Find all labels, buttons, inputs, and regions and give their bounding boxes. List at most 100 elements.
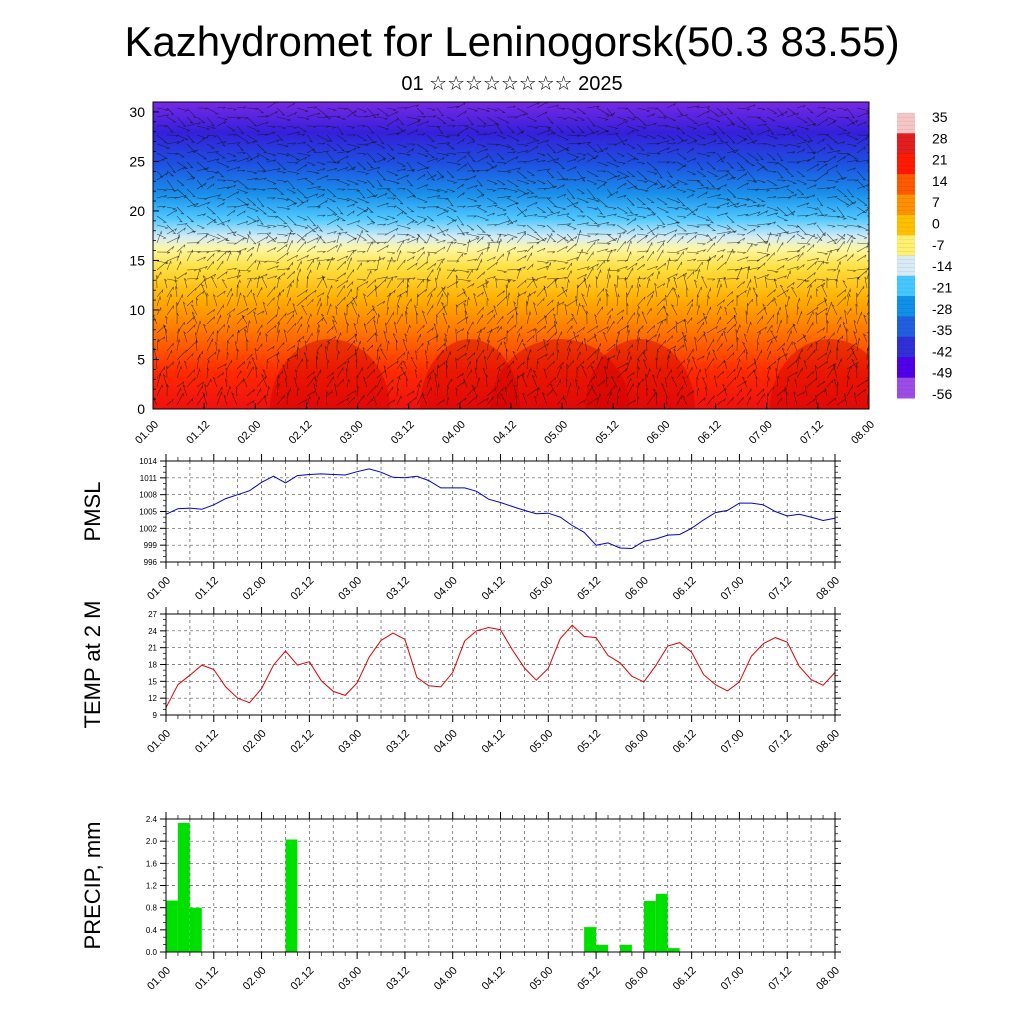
wind-barb: [376, 377, 382, 388]
wind-barb: [826, 206, 836, 212]
wind-barb: [376, 348, 380, 361]
precip-bar: [584, 927, 596, 952]
wind-barb: [656, 339, 666, 352]
wind-barb: [556, 178, 569, 181]
wind-barb: [786, 314, 789, 324]
wind-barb: [686, 170, 696, 175]
wind-barb: [246, 206, 259, 212]
wind-barb: [726, 277, 740, 281]
wind-barb: [346, 333, 358, 343]
wind-barb: [156, 188, 168, 192]
wind-barb: [666, 325, 676, 334]
wind-barb: [736, 169, 746, 172]
pmsl-grid: [166, 461, 835, 562]
wind-barb: [626, 206, 634, 215]
wind-barb: [586, 239, 600, 244]
wind-barb: [216, 303, 224, 316]
wind-barb: [276, 268, 291, 271]
wind-barb: [246, 259, 257, 271]
wind-barb: [616, 224, 627, 232]
wind-barb: [366, 385, 377, 397]
wind-barb: [306, 215, 316, 227]
wind-barb: [296, 164, 307, 172]
wind-barb: [406, 215, 419, 223]
wind-barb: [406, 104, 419, 109]
wind-barb: [786, 371, 798, 379]
wind-barb: [581, 293, 588, 307]
wind-barb: [816, 107, 826, 110]
wind-barb: [636, 143, 645, 151]
wind-barb: [776, 342, 786, 352]
colorbar-swatch: [897, 275, 915, 297]
wind-barb: [666, 273, 678, 280]
wind-barb: [826, 179, 839, 183]
wind-barb: [516, 266, 526, 271]
wind-barb: [486, 241, 501, 244]
wind-barb: [225, 367, 228, 379]
wind-barb: [736, 324, 741, 334]
wind-barb: [356, 280, 369, 289]
wind-barb: [576, 141, 592, 145]
wind-barb: [456, 232, 469, 235]
wind-barb: [806, 343, 813, 352]
wind-barb: [221, 279, 228, 289]
wind-barb: [406, 188, 417, 198]
wind-barb: [476, 397, 490, 406]
wind-barb: [376, 107, 389, 116]
wind-barb: [506, 251, 511, 262]
wind-barb: [806, 233, 818, 239]
wind-barb: [266, 179, 277, 185]
wind-barb: [346, 107, 357, 117]
wind-barb: [796, 224, 808, 236]
wind-barb: [736, 172, 747, 181]
colorbar-label: -21: [932, 280, 952, 296]
wind-barb: [356, 161, 367, 170]
wind-barb: [206, 351, 217, 361]
pmsl-x-tick-label: 06.12: [671, 575, 699, 603]
wind-barb: [396, 188, 406, 191]
wind-barb: [806, 243, 815, 253]
wind-barb: [616, 293, 620, 307]
wind-barb: [186, 215, 194, 223]
wind-barb: [346, 203, 355, 208]
wind-barb: [696, 369, 701, 379]
wind-barb: [586, 130, 600, 136]
wind-barb: [216, 116, 229, 121]
wind-barb: [156, 384, 163, 397]
wind-barb: [566, 197, 578, 208]
wind-barb: [716, 107, 725, 114]
wind-barb: [246, 134, 258, 142]
wind-barb: [306, 148, 315, 154]
wind-barb: [546, 277, 560, 281]
temp-grid: [166, 614, 835, 715]
wind-barb: [496, 341, 502, 352]
wind-barb: [436, 134, 451, 139]
wind-barb: [836, 260, 841, 271]
wind-barb: [526, 349, 532, 361]
wind-barb: [546, 211, 561, 217]
wind-barb: [256, 197, 265, 208]
wind-barb: [516, 325, 523, 334]
wind-barb: [196, 290, 205, 298]
wind-barb: [726, 188, 737, 198]
wind-barb: [566, 278, 570, 289]
wind-barb: [516, 372, 525, 379]
wind-barb: [456, 397, 467, 406]
wind-barb: [842, 280, 848, 289]
wind-barb: [543, 368, 548, 379]
wind-barb: [386, 170, 399, 176]
wind-barb: [846, 197, 854, 204]
wind-barb: [366, 166, 381, 172]
wind-barb: [656, 283, 666, 289]
wind-barb: [386, 188, 397, 197]
wind-barb: [506, 360, 515, 370]
wind-barb: [526, 242, 540, 245]
wind-barb: [676, 261, 683, 271]
wind-barb: [196, 381, 205, 388]
wind-barb: [416, 261, 429, 271]
wind-barb: [836, 188, 848, 198]
wind-barb: [266, 152, 277, 157]
wind-barb: [243, 377, 248, 388]
wind-barb: [566, 125, 576, 133]
wind-barb: [326, 258, 336, 262]
